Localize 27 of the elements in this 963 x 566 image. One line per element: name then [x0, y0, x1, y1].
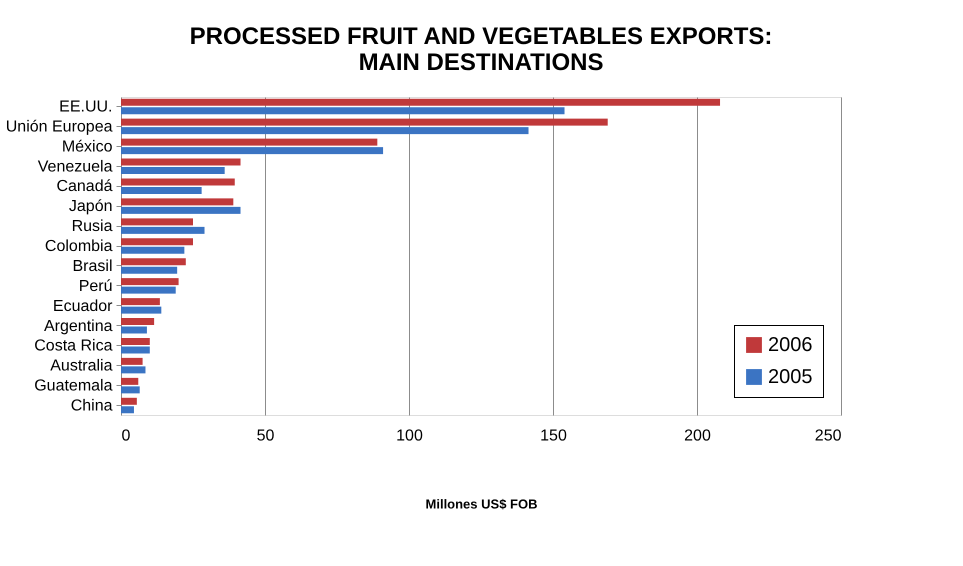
x-tick-label: 150 [540, 428, 567, 444]
x-tick-label: 50 [256, 428, 274, 444]
y-tick-label: Australia [50, 358, 113, 375]
y-tick-label: Venezuela [38, 158, 113, 176]
legend-label: 2005 [768, 366, 812, 388]
text: MAIN DESTINATIONS [358, 49, 604, 76]
y-tick-label: Perú [78, 278, 112, 295]
x-axis-title: Millones US$ FOB [426, 496, 538, 512]
y-tick-label: Argentina [44, 318, 113, 335]
y-tick-label: Colombia [44, 238, 113, 256]
legend-label: 2006 [768, 334, 812, 356]
x-tick-label: 0 [122, 428, 130, 444]
y-tick-label: Canadá [56, 178, 113, 196]
y-tick-label: Ecuador [52, 298, 114, 315]
y-tick-label: Guatemala [34, 378, 113, 395]
x-tick-label: 100 [396, 428, 423, 444]
y-tick-label: EE.UU. [59, 98, 112, 116]
y-tick-label: Costa Rica [34, 338, 113, 355]
y-tick-label: Rusia [72, 218, 113, 236]
x-tick-label: 200 [684, 428, 711, 444]
x-tick-label: 250 [814, 428, 842, 444]
y-tick-label: México [62, 138, 113, 156]
y-tick-label: Unión Europea [6, 118, 113, 136]
y-tick-label: Japón [68, 198, 112, 216]
text: PROCESSED FRUIT AND VEGETABLES EXPORTS: [190, 23, 772, 50]
y-tick-label: Brasil [72, 258, 112, 275]
y-tick-label: China [70, 398, 113, 415]
